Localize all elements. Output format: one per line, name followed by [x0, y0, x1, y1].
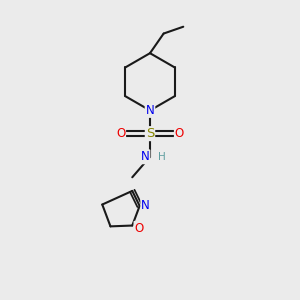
Text: N: N — [141, 200, 150, 212]
Text: O: O — [134, 222, 144, 235]
Text: O: O — [116, 127, 125, 140]
Text: H: H — [158, 152, 166, 162]
Text: S: S — [146, 127, 154, 140]
Text: N: N — [146, 104, 154, 117]
Text: O: O — [175, 127, 184, 140]
Text: N: N — [141, 150, 149, 163]
